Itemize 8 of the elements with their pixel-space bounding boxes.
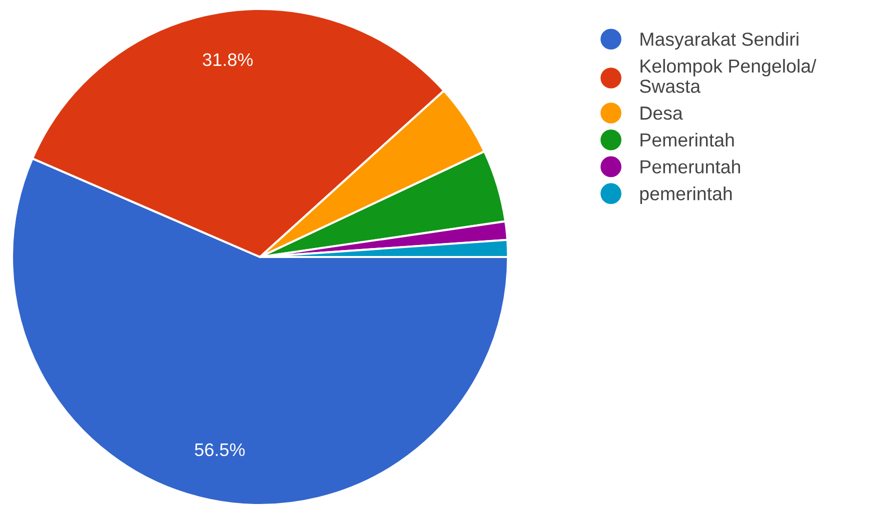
legend-label: Kelompok Pengelola/ Swasta [640,58,816,93]
legend-label: Pemerintah [640,132,734,147]
data-label: 31.8% [202,53,253,66]
legend-label: pemerintah [640,186,732,204]
data-label: 56.5% [194,443,245,456]
legend-label: Pemeruntah [640,160,740,174]
legend-label: Desa [640,106,683,120]
legend-label: Masyarakat Sendiri [640,32,798,50]
